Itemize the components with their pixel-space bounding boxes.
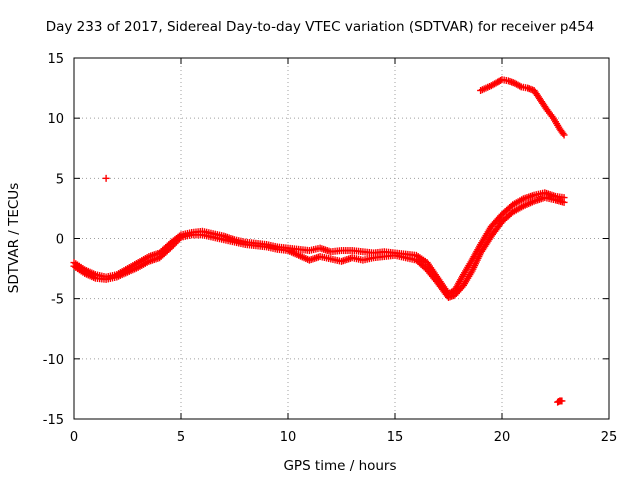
data-point <box>175 235 183 243</box>
axis-ticks: 0 5 10 15 20 25 -15 -10 -5 0 5 10 15 <box>43 52 618 445</box>
data-point <box>168 243 176 251</box>
data-marks <box>70 76 568 406</box>
data-point <box>166 244 174 252</box>
x-tick-label: 5 <box>177 430 185 445</box>
x-tick-label: 25 <box>601 430 618 445</box>
y-tick-label: -15 <box>43 413 64 428</box>
data-series <box>477 76 568 139</box>
data-point <box>559 130 567 138</box>
data-series <box>554 397 566 406</box>
data-point <box>560 198 568 206</box>
y-axis-label: SDTVAR / TECUs <box>6 183 22 293</box>
data-point <box>560 131 568 139</box>
y-tick-label: 0 <box>56 233 64 248</box>
data-point <box>174 236 182 244</box>
data-point <box>516 82 524 90</box>
x-tick-label: 20 <box>494 430 511 445</box>
y-tick-label: 15 <box>47 52 64 67</box>
y-tick-label: 10 <box>47 112 64 127</box>
x-tick-label: 0 <box>70 430 78 445</box>
x-tick-label: 15 <box>387 430 404 445</box>
data-series <box>70 189 568 298</box>
grid-lines <box>74 58 609 419</box>
chart-title: Day 233 of 2017, Sidereal Day-to-day VTE… <box>45 19 595 35</box>
x-tick-label: 10 <box>280 430 297 445</box>
data-point <box>172 238 180 246</box>
y-tick-label: -10 <box>43 353 64 368</box>
x-axis-label: GPS time / hours <box>283 458 396 474</box>
data-point <box>171 239 179 247</box>
data-series <box>102 174 110 182</box>
data-point <box>102 174 110 182</box>
data-point <box>169 241 177 249</box>
y-tick-label: -5 <box>51 293 64 308</box>
data-point <box>558 397 566 405</box>
data-series <box>70 194 568 301</box>
y-tick-label: 5 <box>56 172 64 187</box>
